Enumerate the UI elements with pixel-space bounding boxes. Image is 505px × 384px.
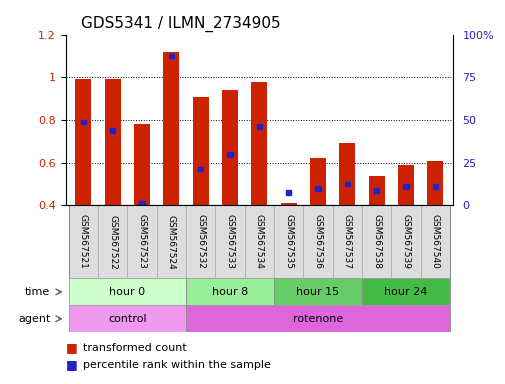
Bar: [98, 205, 127, 278]
Bar: [420, 205, 449, 278]
Text: transformed count: transformed count: [83, 343, 187, 353]
Text: hour 24: hour 24: [383, 287, 427, 297]
Text: agent: agent: [18, 314, 50, 324]
Bar: [186, 278, 273, 305]
Bar: [69, 305, 186, 332]
Bar: [134, 124, 150, 205]
Bar: [338, 144, 355, 205]
Bar: [256, 124, 262, 129]
Text: hour 15: hour 15: [296, 287, 339, 297]
Text: GSM567521: GSM567521: [79, 215, 88, 269]
Bar: [105, 79, 121, 205]
Bar: [315, 186, 320, 191]
Bar: [344, 182, 349, 186]
Bar: [157, 205, 186, 278]
Bar: [69, 205, 98, 278]
Text: percentile rank within the sample: percentile rank within the sample: [83, 360, 271, 370]
Bar: [373, 188, 379, 193]
Bar: [361, 205, 390, 278]
Bar: [81, 120, 86, 124]
Bar: [402, 184, 408, 189]
Text: GDS5341 / ILMN_2734905: GDS5341 / ILMN_2734905: [81, 16, 280, 32]
Bar: [186, 205, 215, 278]
Bar: [227, 152, 232, 157]
Bar: [390, 205, 420, 278]
Text: time: time: [25, 287, 50, 297]
Bar: [168, 54, 174, 58]
Bar: [163, 52, 179, 205]
Bar: [432, 184, 437, 189]
Bar: [309, 159, 325, 205]
Text: GSM567535: GSM567535: [284, 214, 292, 270]
Bar: [280, 203, 296, 205]
Text: control: control: [108, 314, 146, 324]
Bar: [426, 161, 442, 205]
Bar: [251, 81, 267, 205]
Bar: [69, 278, 186, 305]
Text: GSM567523: GSM567523: [137, 215, 146, 269]
Bar: [273, 205, 302, 278]
Text: hour 8: hour 8: [212, 287, 247, 297]
Text: GSM567534: GSM567534: [255, 215, 263, 269]
Bar: [332, 205, 361, 278]
Bar: [75, 79, 91, 205]
Text: GSM567537: GSM567537: [342, 214, 351, 270]
Text: GSM567540: GSM567540: [430, 215, 439, 269]
Text: ■: ■: [66, 341, 77, 354]
Text: GSM567536: GSM567536: [313, 214, 322, 270]
Text: GSM567532: GSM567532: [196, 215, 205, 269]
Bar: [368, 175, 384, 205]
Text: GSM567524: GSM567524: [167, 215, 176, 269]
Bar: [302, 205, 332, 278]
Bar: [127, 205, 157, 278]
Bar: [139, 201, 144, 206]
Text: GSM567538: GSM567538: [371, 214, 380, 270]
Bar: [110, 128, 115, 133]
Bar: [192, 96, 209, 205]
Bar: [222, 90, 237, 205]
Bar: [285, 190, 291, 195]
Text: rotenone: rotenone: [292, 314, 342, 324]
Bar: [186, 305, 449, 332]
Bar: [361, 278, 449, 305]
Bar: [397, 165, 413, 205]
Bar: [215, 205, 244, 278]
Text: GSM567533: GSM567533: [225, 214, 234, 270]
Bar: [197, 167, 203, 172]
Text: GSM567539: GSM567539: [400, 214, 410, 270]
Bar: [273, 278, 361, 305]
Bar: [244, 205, 273, 278]
Text: GSM567522: GSM567522: [108, 215, 117, 269]
Text: ■: ■: [66, 358, 77, 371]
Text: hour 0: hour 0: [109, 287, 145, 297]
